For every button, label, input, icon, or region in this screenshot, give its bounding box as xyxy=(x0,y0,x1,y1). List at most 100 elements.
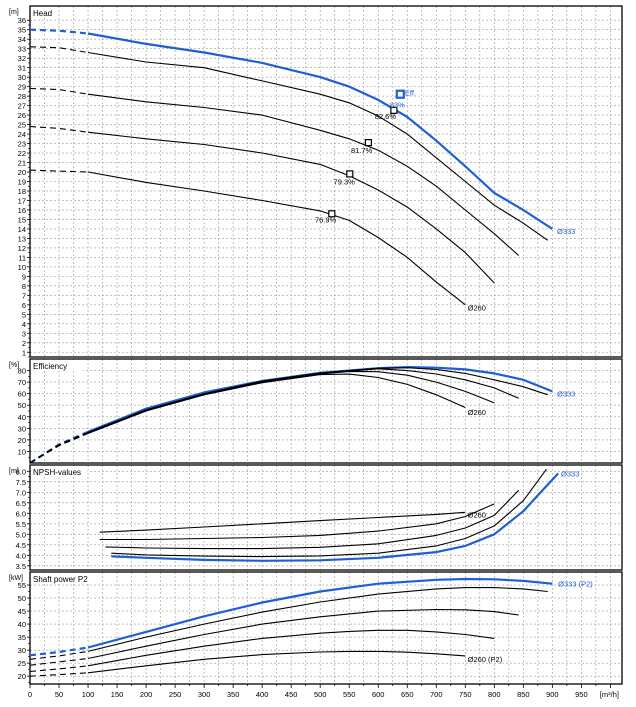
y-tick-label: 29 xyxy=(18,83,26,92)
y-tick-label: 9 xyxy=(22,272,26,281)
y-tick-label: 27 xyxy=(18,102,26,111)
x-tick-label: 150 xyxy=(111,690,124,699)
y-tick-label: 22 xyxy=(18,149,26,158)
series-line xyxy=(99,511,466,533)
y-tick-label: 70 xyxy=(18,378,26,387)
x-tick-label: 950 xyxy=(575,690,588,699)
y-tick-label: 3 xyxy=(22,329,26,338)
annotation-label: Ø333 xyxy=(557,227,575,236)
chart-panel-2: 10 20 30 40 50 60 70 80[%] Efficiency Ø333 Ø260 xyxy=(9,358,623,464)
annotation-label: Ø333 xyxy=(561,469,579,478)
y-tick-label: 45 xyxy=(18,607,26,616)
efficiency-marker xyxy=(346,170,354,178)
x-tick-label: 800 xyxy=(488,690,501,699)
series-line xyxy=(87,370,495,434)
y-tick-label: 25 xyxy=(18,659,26,668)
x-tick-label: 600 xyxy=(372,690,385,699)
x-tick-label: 450 xyxy=(285,690,298,699)
y-tick-label: 4.5 xyxy=(16,541,26,550)
y-tick-label: 10 xyxy=(18,263,26,272)
y-tick-label: 6.5 xyxy=(16,499,26,508)
y-tick-label: 16 xyxy=(18,206,26,215)
panel-frame xyxy=(29,358,623,464)
y-axis-unit: [m] xyxy=(9,9,19,16)
y-tick-label: 50 xyxy=(18,594,26,603)
y-tick-label: 23 xyxy=(18,140,26,149)
y-tick-label: 14 xyxy=(18,225,26,234)
y-tick-label: 2 xyxy=(22,339,26,348)
series-line xyxy=(87,629,495,667)
panel-title: Shaft power P2 xyxy=(33,575,88,584)
x-tick-label: 200 xyxy=(140,690,153,699)
x-tick-label: 100 xyxy=(82,690,95,699)
series-line xyxy=(99,503,495,541)
y-tick-label: 7.0 xyxy=(16,488,26,497)
y-axis-unit: [m] xyxy=(9,468,19,475)
panel-frame xyxy=(29,571,623,685)
y-tick-label: 35 xyxy=(18,633,26,642)
y-tick-label: 7 xyxy=(22,291,26,300)
y-tick-label: 40 xyxy=(18,413,26,422)
x-axis-unit: [m³/h] xyxy=(600,690,619,699)
y-tick-label: 5 xyxy=(22,310,26,319)
y-tick-label: 4.0 xyxy=(16,551,26,560)
x-tick-label: 50 xyxy=(55,690,63,699)
panel-frame xyxy=(29,5,623,358)
series-line xyxy=(87,51,549,241)
y-tick-label: 24 xyxy=(18,130,26,139)
x-tick-label: 550 xyxy=(343,690,356,699)
y-tick-label: 10 xyxy=(18,447,26,456)
panel-background xyxy=(30,572,622,684)
y-tick-label: 55 xyxy=(18,581,26,590)
efficiency-marker xyxy=(328,210,336,218)
y-axis-unit: [kW] xyxy=(9,575,23,582)
y-tick-label: 11 xyxy=(18,253,26,262)
x-tick-label: 250 xyxy=(169,690,182,699)
annotation-label: Ø260 (P2) xyxy=(468,655,503,664)
series-line xyxy=(87,587,548,652)
annotation-label: 83% xyxy=(390,101,405,110)
y-tick-label: 1 xyxy=(22,348,26,357)
annotation-label: Ø333 (P2) xyxy=(558,580,593,589)
panel-title-background xyxy=(31,466,88,477)
y-tick-label: 20 xyxy=(18,436,26,445)
y-tick-label: 35 xyxy=(18,26,26,35)
panel-frame xyxy=(29,464,623,571)
x-tick-label: 350 xyxy=(227,690,240,699)
panel-title-background xyxy=(31,573,102,584)
x-tick-label: 300 xyxy=(198,690,211,699)
series-line xyxy=(87,373,466,435)
efficiency-marker xyxy=(364,139,372,147)
series-line xyxy=(87,650,466,674)
y-tick-label: 6.0 xyxy=(16,509,26,518)
y-tick-label: 6 xyxy=(22,301,26,310)
y-tick-label: 80 xyxy=(18,367,26,376)
panel-title-background xyxy=(31,7,56,18)
y-tick-label: 40 xyxy=(18,620,26,629)
y-tick-label: 60 xyxy=(18,390,26,399)
y-tick-label: 20 xyxy=(18,672,26,681)
y-tick-label: 32 xyxy=(18,54,26,63)
series-line xyxy=(111,468,547,558)
panel-background xyxy=(30,465,622,570)
y-tick-label: 12 xyxy=(18,244,26,253)
panel-title: Head xyxy=(33,9,52,18)
x-axis: 0 50 100 150 200 250 300 350 400 450 500 550 600 650 7… xyxy=(28,684,619,699)
y-tick-label: 50 xyxy=(18,401,26,410)
y-tick-label: 28 xyxy=(18,92,26,101)
y-tick-label: 8.0 xyxy=(16,467,26,476)
y-tick-label: 5.0 xyxy=(16,530,26,539)
y-tick-label: 30 xyxy=(18,73,26,82)
y-tick-label: 30 xyxy=(18,646,26,655)
panel-title: NPSH-values xyxy=(33,468,81,477)
series-line-highlight xyxy=(87,32,553,230)
y-tick-label: 15 xyxy=(18,215,26,224)
y-tick-label: 20 xyxy=(18,168,26,177)
annotation-label: Ø260 xyxy=(468,304,486,313)
panel-title-background xyxy=(31,360,83,371)
series-line xyxy=(87,93,520,256)
y-tick-label: 31 xyxy=(18,64,26,73)
annotation-label: 79.3% xyxy=(334,178,356,187)
chart-panel-3: 3.5 4.04.5 5.05.5 6.06.5 7.07.5 8.0[m] NPSH-va… xyxy=(9,464,623,571)
annotation-label: Eff. xyxy=(405,88,416,97)
